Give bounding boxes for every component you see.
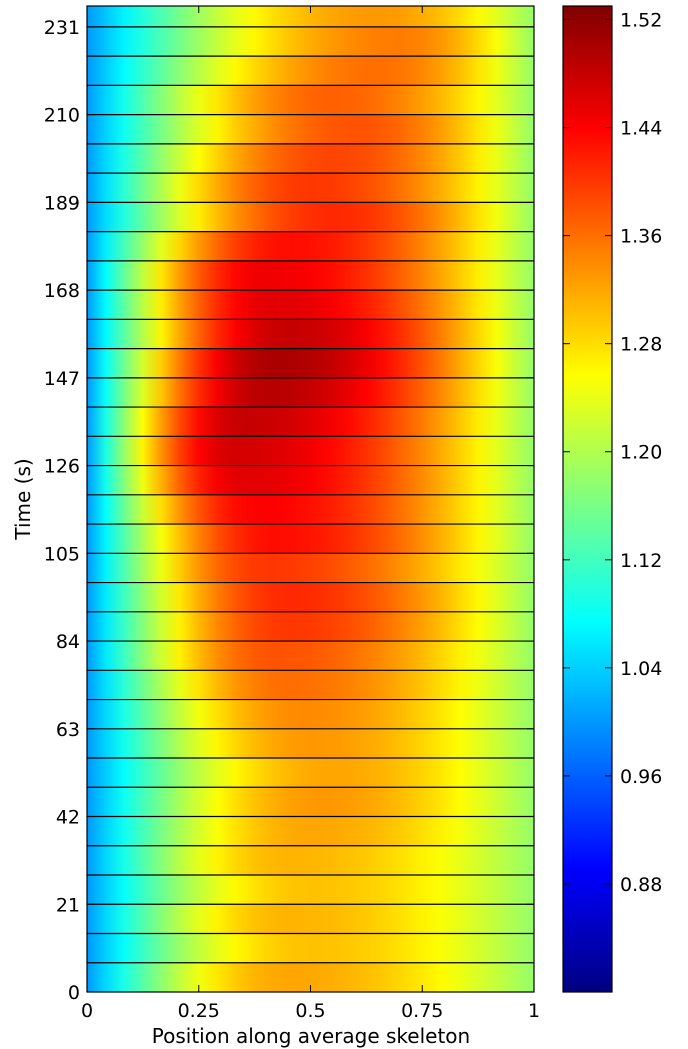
- heatmap-band: [87, 758, 534, 788]
- heatmap-band: [87, 611, 534, 642]
- colorbar-tick-label: 1.52: [620, 10, 662, 32]
- heatmap-band: [87, 553, 534, 583]
- y-tick-label: 84: [56, 631, 80, 653]
- heatmap-band: [87, 260, 534, 291]
- y-axis-label: Time (s): [11, 458, 35, 540]
- colorbar-tick-label: 0.88: [620, 874, 662, 896]
- y-tick-label: 0: [68, 982, 80, 1004]
- colorbar-tick-label: 0.96: [620, 766, 662, 788]
- heatmap-band: [87, 377, 534, 408]
- y-tick-label: 231: [44, 17, 80, 39]
- heatmap-band: [87, 85, 534, 115]
- colorbar: 0.88 0.96 1.04 1.12 1.20 1.28 1.36 1.44 1.52: [562, 5, 662, 993]
- heatmap-band: [87, 348, 534, 378]
- heatmap-band: [87, 524, 534, 554]
- heatmap-band: [87, 933, 534, 963]
- colorbar-tick-label: 1.28: [620, 334, 662, 356]
- heatmap-band: [87, 173, 534, 203]
- heatmap-band: [87, 465, 534, 495]
- y-tick-label: 147: [44, 368, 80, 390]
- heatmap-band: [87, 641, 534, 671]
- heatmap-band: [87, 904, 534, 934]
- heatmap-band: [87, 494, 534, 525]
- heatmap-band: [87, 56, 534, 86]
- heatmap-band: [87, 231, 534, 261]
- colorbar-frame: [562, 5, 613, 993]
- heatmap-band: [87, 319, 534, 349]
- colorbar-tick-label: 1.44: [620, 118, 662, 140]
- band-separator-lines: [87, 26, 534, 964]
- heatmap-band: [87, 407, 534, 437]
- colorbar-tick-label: 1.20: [620, 442, 662, 464]
- colorbar-tick-label: 1.04: [620, 658, 662, 680]
- x-tick-label: 0.5: [295, 1000, 325, 1022]
- x-axis-label: Position along average skeleton: [152, 1024, 470, 1048]
- heatmap-band: [87, 816, 534, 846]
- heatmap-band: [87, 114, 534, 144]
- heatmap-band: [87, 845, 534, 876]
- heatmap-band: [87, 699, 534, 729]
- colorbar-tick-label: 1.12: [620, 550, 662, 572]
- heatmap-band: [87, 670, 534, 700]
- colorbar-gradient: [563, 6, 612, 992]
- x-tick-label: 0.25: [178, 1000, 220, 1022]
- x-tick-label: 0: [81, 1000, 93, 1022]
- y-tick-label: 42: [56, 807, 80, 829]
- heatmap-band: [87, 787, 534, 817]
- x-axis: 0 0.25 0.5 0.75 1: [81, 6, 540, 1022]
- x-tick-label: 1: [528, 1000, 540, 1022]
- heatmap-band: [87, 143, 534, 174]
- y-tick-label: 126: [44, 456, 80, 478]
- heatmap-band: [87, 290, 534, 320]
- y-tick-label: 210: [44, 105, 80, 127]
- heatmap-bands: [87, 6, 534, 992]
- colorbar-tick-label: 1.36: [620, 226, 662, 248]
- heatmap-band: [87, 436, 534, 466]
- y-tick-label: 63: [56, 719, 80, 741]
- x-tick-label: 0.75: [401, 1000, 443, 1022]
- y-tick-label: 189: [44, 192, 80, 214]
- heatmap-band: [87, 26, 534, 57]
- y-tick-label: 21: [56, 894, 80, 916]
- heatmap-band: [87, 728, 534, 759]
- heatmap-band: [87, 875, 534, 905]
- heatmap-band: [87, 582, 534, 612]
- heatmap-band: [87, 202, 534, 232]
- y-tick-label: 105: [44, 543, 80, 565]
- y-tick-label: 168: [44, 280, 80, 302]
- y-axis: 0 21 42 63 84 105 126 147 168 189 210 231: [44, 17, 534, 1004]
